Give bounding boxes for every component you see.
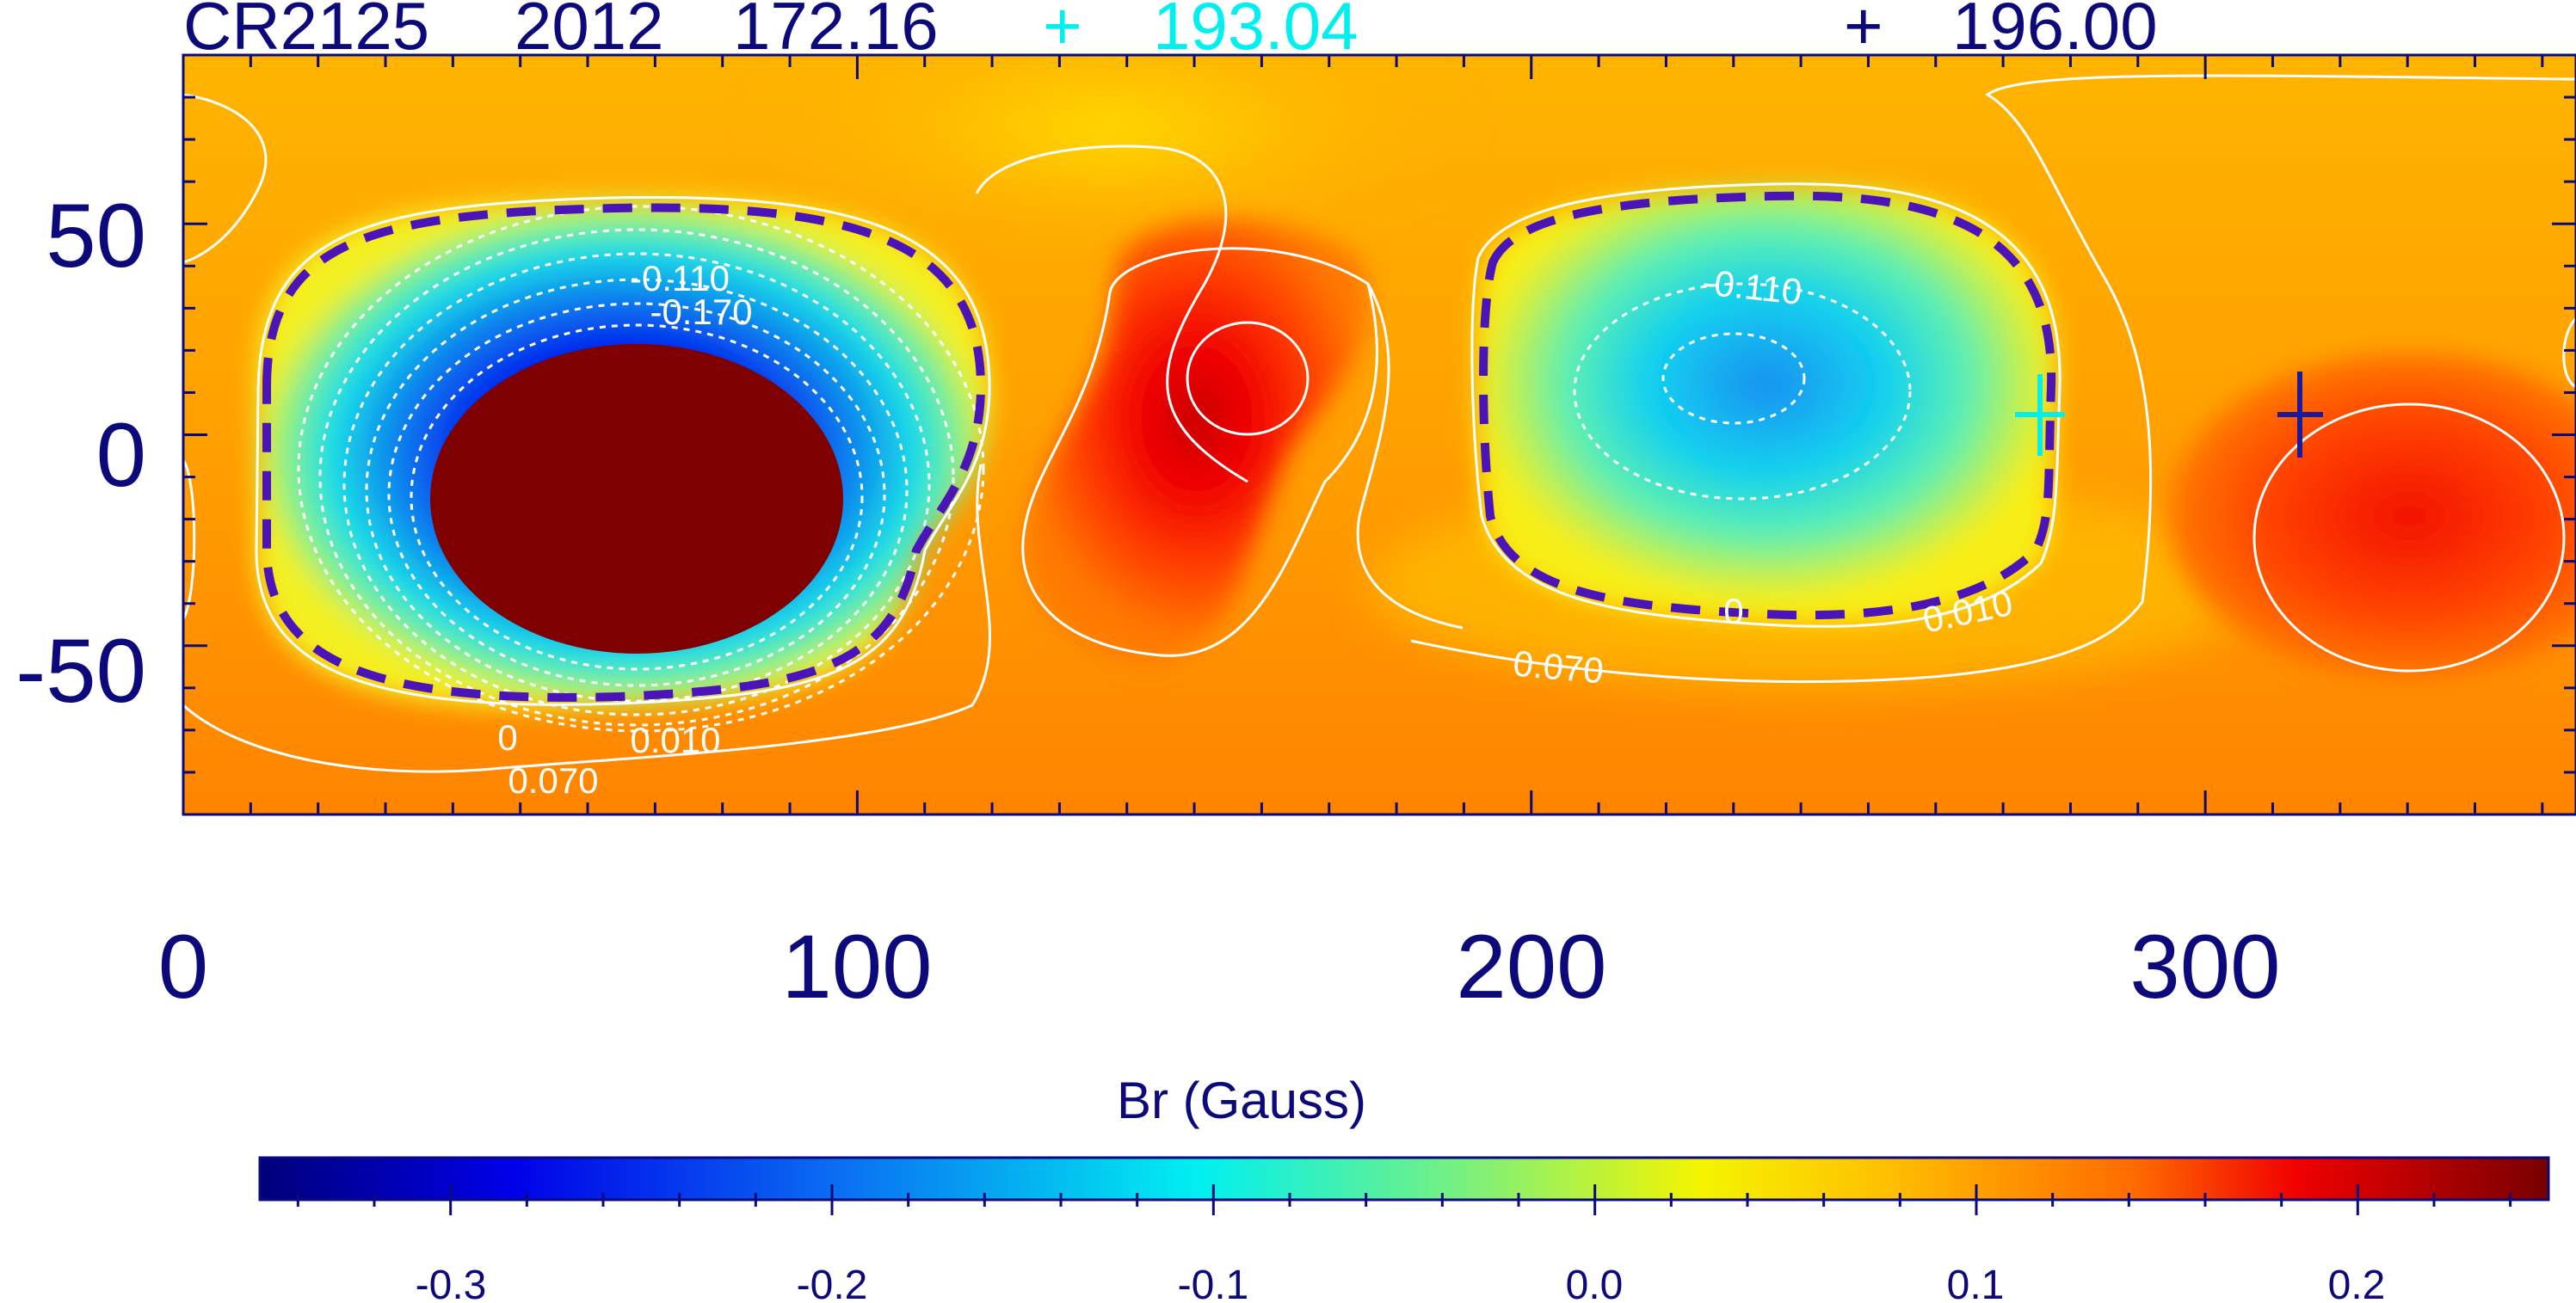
heatmap-field: [183, 9, 2576, 814]
colorbar-label-neg01: -0.1: [1178, 1263, 1249, 1303]
contour-label-zero-right: 0: [1723, 591, 1743, 631]
colorbar-label-00: 0.0: [1566, 1263, 1624, 1303]
negative-region-2: [1476, 187, 2057, 624]
y-tick-label-0: 0: [96, 405, 146, 506]
contour-label-0010-left: 0.010: [630, 720, 720, 760]
colorbar-label-01: 0.1: [1947, 1263, 2005, 1303]
colorbar-label-neg03: -0.3: [416, 1263, 487, 1303]
colorbar-title: Br (Gauss): [1117, 1072, 1366, 1129]
colorbar-tick-labels: -0.3 -0.2 -0.1 0.0 0.1 0.2: [416, 1263, 2386, 1303]
y-tick-label-50: 50: [46, 186, 146, 286]
colorbar-label-neg02: -0.2: [797, 1263, 868, 1303]
contour-label-zero-left: 0: [497, 717, 517, 758]
x-tick-label-100: 100: [781, 917, 932, 1017]
x-tick-label-0: 0: [158, 917, 208, 1017]
contour-label-0070-right: 0.070: [1512, 643, 1605, 691]
negative-core: [430, 344, 843, 654]
x-tick-labels: 0 100 200 300: [158, 917, 2281, 1017]
x-tick-label-300: 300: [2129, 917, 2280, 1017]
colorbar-label-02: 0.2: [2328, 1263, 2386, 1303]
y-tick-labels: 50 0 -50: [15, 186, 146, 722]
colorbar: Br (Gauss) -0.3 -0.2 -0.1 0.0 0.1 0.2: [260, 1072, 2548, 1303]
x-tick-label-200: 200: [1456, 917, 1606, 1017]
contour-label-neg0170: -0.170: [650, 292, 752, 332]
y-tick-label-neg50: -50: [15, 621, 146, 722]
contour-label-0070-left: 0.070: [508, 760, 598, 801]
